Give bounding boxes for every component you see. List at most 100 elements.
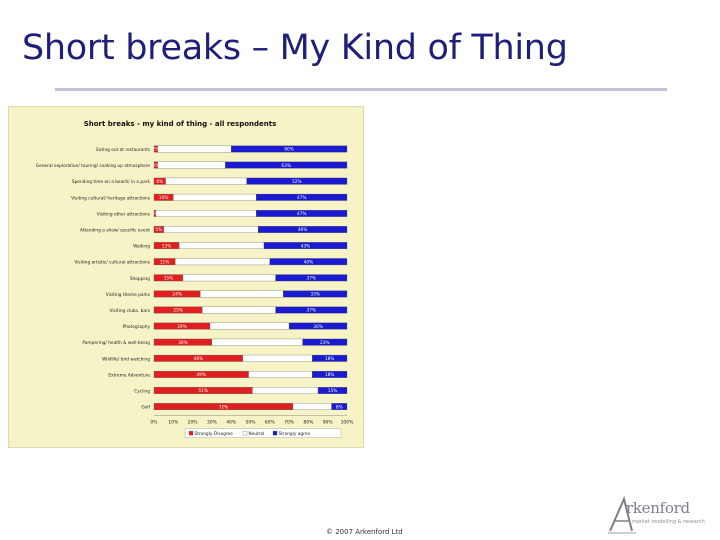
category-label: Visiting theme parks <box>106 292 151 298</box>
data-label-agree: 8% <box>336 404 343 410</box>
category-label: Visiting clubs, bars <box>109 308 150 314</box>
bar-segment-agree <box>317 387 348 394</box>
x-tick-label: 90% <box>323 420 334 426</box>
x-tick-label: 50% <box>245 420 256 426</box>
bar-segment-agree <box>283 290 348 298</box>
arkenford-logo: rkenford market modelling & research <box>608 495 718 535</box>
data-label-disagree: 72% <box>219 404 229 410</box>
logo-a-mark-icon <box>608 495 636 534</box>
data-label-disagree: 15% <box>164 276 174 282</box>
legend-swatch-agree <box>272 430 278 436</box>
x-tick-label: 70% <box>284 420 295 426</box>
data-label-disagree: 29% <box>177 324 187 330</box>
logo-wordmark: rkenford <box>626 499 690 517</box>
category-label: Golf <box>141 405 150 411</box>
legend-label-neutral: Neutral <box>249 431 265 437</box>
data-label-disagree: 11% <box>160 259 170 265</box>
x-tick-label: 40% <box>226 420 237 426</box>
bar-segment-neutral <box>178 242 265 250</box>
data-label-agree: 37% <box>307 308 317 314</box>
bar-segment-agree <box>275 274 348 282</box>
bar-segment-neutral <box>175 258 270 266</box>
data-label-disagree: 1% <box>152 211 159 217</box>
bar-segment-agree <box>302 338 348 346</box>
legend-box <box>184 428 342 438</box>
data-label-agree: 33% <box>310 292 320 298</box>
category-label: Visiting cultural/ heritage attractions <box>71 195 151 201</box>
bar-segment-neutral <box>182 274 276 282</box>
category-label: Photography <box>123 324 151 330</box>
data-label-disagree: 6% <box>156 179 163 185</box>
category-label: Attending a show/ specific event <box>80 228 150 234</box>
x-tick-label: 20% <box>188 420 199 426</box>
x-tick-label: 100% <box>341 420 355 426</box>
bar-segment-agree <box>231 145 348 153</box>
data-label-agree: 43% <box>301 243 311 249</box>
bar-segment-neutral <box>242 354 313 362</box>
bar-segment-neutral <box>211 338 303 346</box>
bar-segment-agree <box>269 258 348 266</box>
bar-segment-neutral <box>252 387 319 394</box>
data-label-agree: 46% <box>298 227 308 233</box>
x-tick-label: 60% <box>265 420 276 426</box>
data-label-agree: 52% <box>292 179 302 185</box>
data-label-agree: 30% <box>313 324 323 330</box>
data-label-disagree: 2% <box>153 147 160 153</box>
category-label: Cycling <box>134 389 150 395</box>
slide-title: Short breaks – My Kind of Thing <box>22 28 568 68</box>
bar-segment-neutral <box>157 145 232 153</box>
data-label-disagree: 25% <box>173 308 183 314</box>
copyright-footer: © 2007 Arkenford Ltd <box>326 528 403 536</box>
bar-segment-agree <box>258 226 348 233</box>
legend-swatch-disagree <box>188 430 194 436</box>
data-label-disagree: 10% <box>159 195 169 201</box>
bar-segment-neutral <box>165 177 247 185</box>
title-divider <box>55 88 667 91</box>
bar-segment-neutral <box>173 193 257 201</box>
bar-segment-neutral <box>155 210 257 217</box>
bar-segment-agree <box>288 322 348 330</box>
data-label-agree: 18% <box>325 356 335 362</box>
data-label-disagree: 49% <box>197 372 207 378</box>
bar-segment-agree <box>312 370 348 378</box>
data-label-disagree: 51% <box>198 388 208 394</box>
data-label-agree: 47% <box>297 211 307 217</box>
bar-segment-agree <box>256 193 348 201</box>
data-label-disagree: 13% <box>162 243 172 249</box>
bar-segment-neutral <box>202 306 276 314</box>
x-tick-label: 30% <box>207 420 218 426</box>
legend-swatch-neutral <box>242 430 248 436</box>
bar-segment-neutral <box>157 161 226 169</box>
data-label-agree: 47% <box>297 195 307 201</box>
bar-segment-neutral <box>292 403 332 411</box>
bar-segment-neutral <box>163 226 259 233</box>
category-label: Visiting artistic/ cultural attractions <box>74 260 150 266</box>
category-label: General exploration/ touring/ soaking up… <box>36 163 151 169</box>
bar-segment-neutral <box>248 370 313 378</box>
category-label: Pampering/ health & well-being <box>82 340 150 346</box>
category-label: Shopping <box>130 276 150 282</box>
category-label: Walking <box>133 244 150 250</box>
data-label-agree: 23% <box>320 340 330 346</box>
data-label-disagree: 46% <box>194 356 204 362</box>
bar-segment-agree <box>263 242 348 250</box>
x-tick-label: 80% <box>303 420 314 426</box>
data-label-agree: 37% <box>307 276 317 282</box>
category-label: Extreme Adventure <box>108 372 150 378</box>
chart-panel: Short breaks - my kind of thing - all re… <box>8 106 364 448</box>
legend-label-agree: Strongly agree <box>279 431 311 437</box>
data-label-agree: 60% <box>284 147 294 153</box>
data-label-disagree: 2% <box>153 163 160 169</box>
data-label-agree: 18% <box>325 372 335 378</box>
category-label: Eating out at restaurants <box>96 147 151 153</box>
bar-segment-agree <box>225 161 348 169</box>
bar-segment-agree <box>246 177 348 185</box>
bar-segment-agree <box>312 354 348 362</box>
category-label: Wildlife/ bird watching <box>102 356 150 362</box>
data-label-disagree: 30% <box>178 340 188 346</box>
data-label-agree: 15% <box>328 388 338 394</box>
chart-title: Short breaks - my kind of thing - all re… <box>84 120 277 128</box>
data-label-agree: 63% <box>281 163 291 169</box>
bar-segment-agree <box>256 210 348 217</box>
bar-segment-neutral <box>200 290 284 298</box>
